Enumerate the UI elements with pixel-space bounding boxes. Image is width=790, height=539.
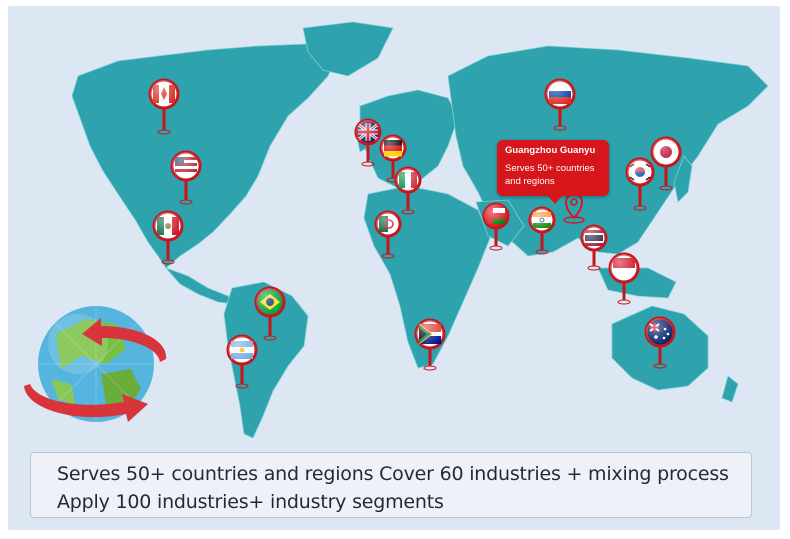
globe-icon <box>24 306 167 422</box>
continent-north-america <box>71 43 339 269</box>
callout-line-2: and regions <box>505 176 555 187</box>
india-flag-pin <box>528 206 556 255</box>
continent-japan <box>673 155 693 203</box>
callout-line-1: Serves 50+ countries <box>505 163 595 174</box>
indonesia-flag-pin <box>608 252 640 305</box>
argentina-flag-pin <box>226 334 258 389</box>
info-line-2: Apply 100 industries+ industry segments <box>57 491 444 513</box>
callout-title: Guangzhou Guanyu <box>505 145 596 156</box>
usa-flag-pin <box>170 150 202 205</box>
japan-flag-pin <box>650 136 682 191</box>
continent-new-zealand <box>721 375 739 403</box>
thailand-flag-pin <box>580 224 608 271</box>
south-korea-flag-pin <box>625 157 655 211</box>
algeria-flag-pin <box>374 210 402 259</box>
australia-flag-pin <box>644 316 676 369</box>
uk-flag-pin <box>354 118 382 167</box>
brazil-flag-pin <box>254 286 286 341</box>
south-africa-flag-pin <box>414 318 446 371</box>
callout-text: Serves 50+ countries and regions <box>505 162 595 188</box>
guangzhou-callout: Guangzhou Guanyu Serves 50+ countries an… <box>497 140 609 204</box>
info-box: Serves 50+ countries and regions Cover 6… <box>30 452 752 518</box>
canada-flag-pin <box>148 78 180 135</box>
mexico-flag-pin <box>152 210 184 265</box>
info-line-1: Serves 50+ countries and regions Cover 6… <box>57 463 729 485</box>
russia-flag-pin <box>544 78 576 131</box>
italy-flag-pin <box>394 166 422 215</box>
oman-flag-pin <box>482 202 510 251</box>
location-marker-icon <box>563 193 585 224</box>
world-map-panel: Guangzhou Guanyu Serves 50+ countries an… <box>8 6 780 530</box>
germany-flag-pin <box>379 134 407 183</box>
flag-pins <box>24 78 682 422</box>
continent-greenland <box>302 21 394 77</box>
